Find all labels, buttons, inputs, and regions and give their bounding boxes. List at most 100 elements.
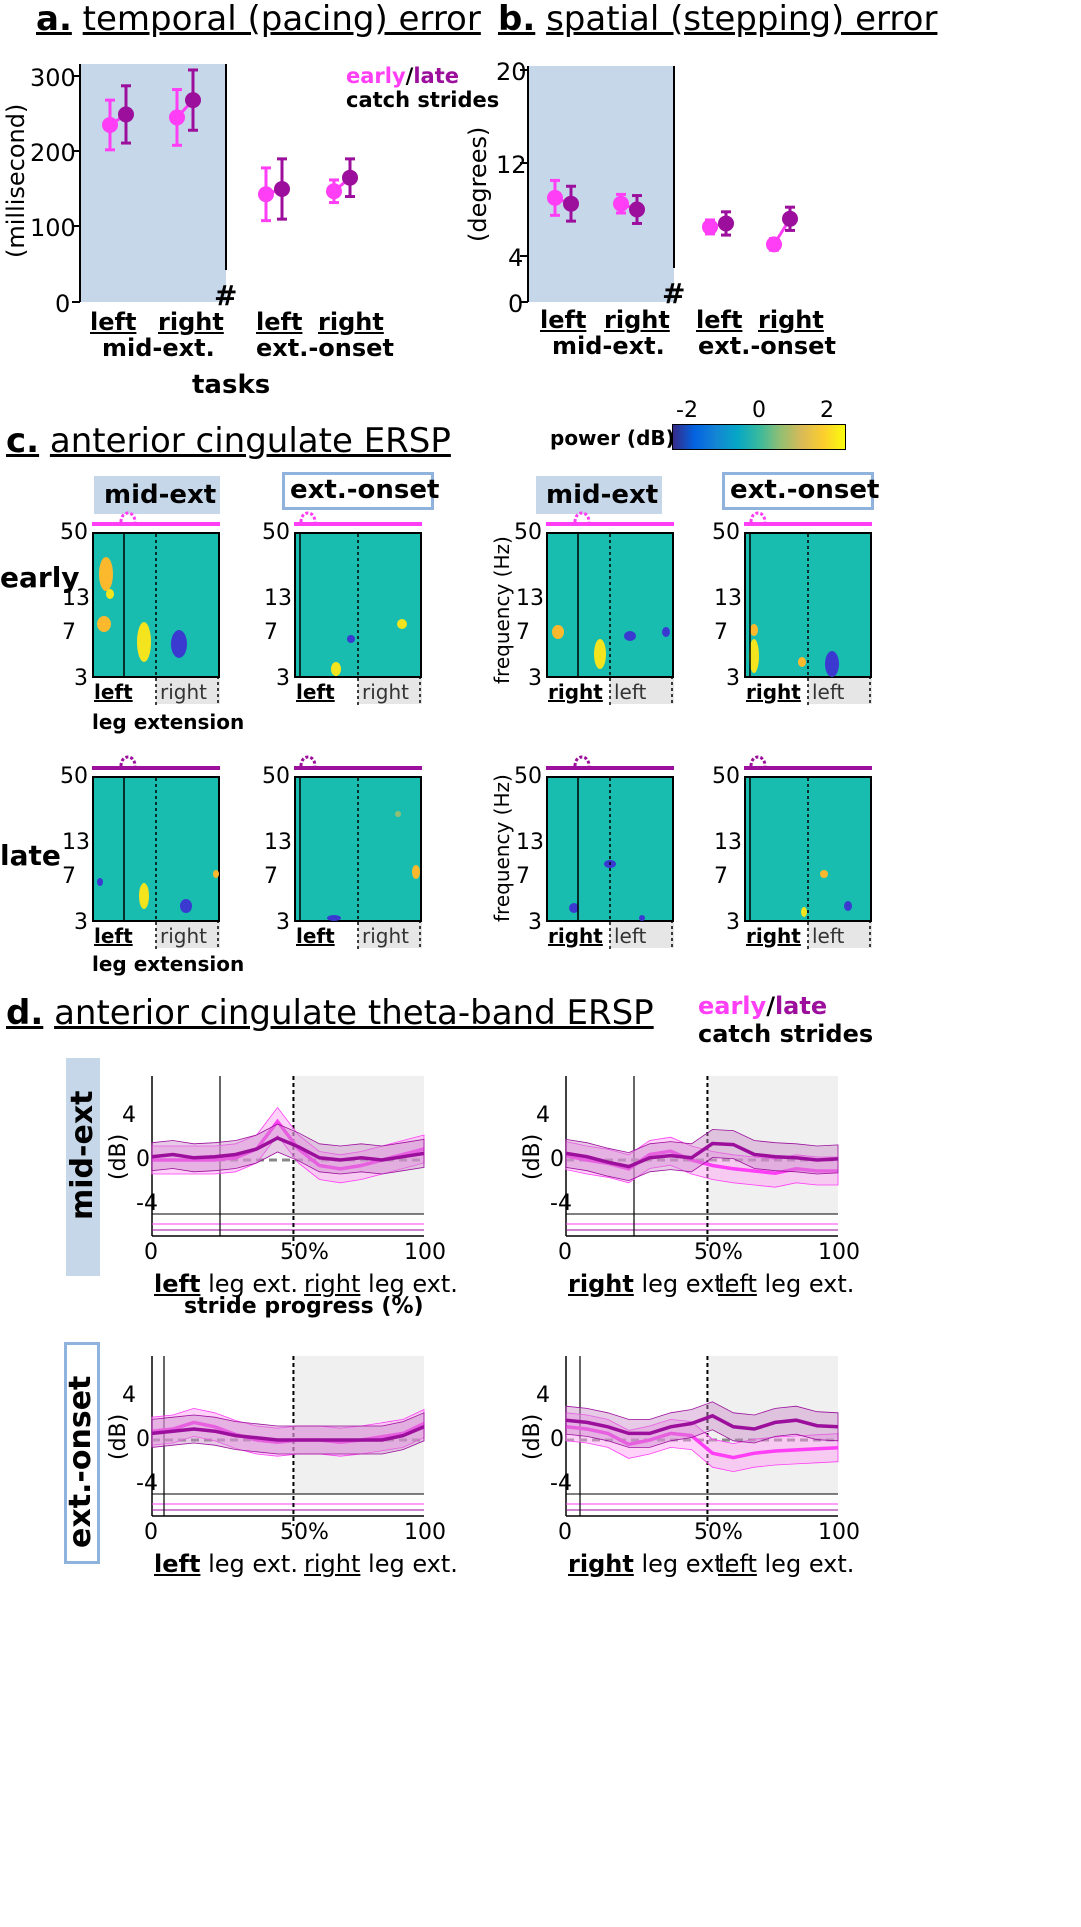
ersp-blob — [412, 865, 420, 879]
c-freq-tick: 13 — [516, 830, 544, 855]
ersp-blob — [749, 639, 759, 673]
c-greybar — [808, 678, 872, 704]
b-group-onset: ext.-onset — [698, 332, 836, 360]
panel-d-title: d. anterior cingulate theta-band ERSP — [6, 993, 654, 1033]
c-freq-tick: 13 — [714, 586, 742, 611]
c-leg-extension-2: leg extension — [92, 952, 245, 976]
d-xcat-label-2: right leg ext. — [304, 1272, 458, 1296]
d-confidence-band-late — [151, 1123, 425, 1175]
a-group-onset: ext.-onset — [256, 334, 394, 362]
c-loop-marker — [573, 511, 591, 523]
colorbar-tick-2: 2 — [820, 398, 834, 423]
panel-b-title: b. spatial (stepping) error — [498, 0, 938, 39]
d-confidence-band-late — [565, 1129, 839, 1182]
ersp-blob — [569, 903, 579, 913]
c-xlabel-primary: left — [94, 924, 133, 948]
data-point-late — [782, 210, 798, 227]
ersp-blob — [106, 589, 114, 599]
c-header-mid-1-label: mid-ext — [104, 480, 217, 510]
c-heatmap-early-onset-left — [294, 532, 422, 706]
data-point-early — [326, 183, 342, 200]
d-xcat-label-2: left leg ext. — [718, 1552, 854, 1576]
d-xcat-label: left leg ext. — [154, 1272, 298, 1296]
c-xlabel-primary: left — [296, 680, 335, 704]
c-xlabel-secondary: right — [160, 680, 207, 704]
ersp-blob — [395, 811, 401, 817]
c-heatmap-late-mid-right — [546, 776, 674, 950]
c-xlabel-secondary: right — [362, 924, 409, 948]
c-heatmap-early-mid-right — [546, 532, 674, 706]
panel-c-title: c. anterior cingulate ERSP — [6, 421, 451, 461]
d-ytick: 0 — [550, 1147, 564, 1172]
c-xlabel-primary: left — [296, 924, 335, 948]
d-xcat-secondary: left — [718, 1550, 757, 1578]
d-xtick-0: 0 — [558, 1520, 572, 1545]
ersp-blob — [750, 624, 758, 636]
data-point-early — [102, 116, 118, 133]
d-xlabel: stride progress (%) — [184, 1294, 424, 1319]
d-xtick-100: 100 — [818, 1520, 860, 1545]
ersp-blob — [347, 635, 355, 643]
c-condition-line — [294, 766, 422, 770]
d-xcat-primary: right — [568, 1550, 634, 1578]
data-point-early — [766, 236, 782, 253]
d-ylabel: (dB) — [106, 1413, 131, 1460]
c-freq-tick: 3 — [528, 910, 542, 935]
d-xtick-50: 50% — [280, 1240, 329, 1265]
data-point-late — [342, 169, 358, 186]
data-point-late — [118, 106, 134, 123]
colorbar — [672, 424, 846, 450]
ersp-blob — [624, 631, 636, 641]
colorbar-tick-0: 0 — [752, 398, 766, 423]
d-row-mid-box — [66, 1058, 100, 1276]
c-freq-tick: 3 — [74, 910, 88, 935]
c-xlabel-secondary: left — [812, 924, 845, 948]
d-xtick-100: 100 — [404, 1520, 446, 1545]
d-xcat-legext: leg ext. — [641, 1550, 732, 1578]
a-ytick-100: 100 — [30, 214, 76, 242]
c-leg-extension-1: leg extension — [92, 710, 245, 734]
ersp-blob — [825, 651, 839, 677]
c-freq-tick: 50 — [712, 520, 740, 545]
d-shade-second-half — [293, 1356, 424, 1494]
c-header-mid-1 — [94, 476, 220, 514]
data-point-late — [563, 195, 579, 212]
d-ytick: 0 — [550, 1427, 564, 1452]
ersp-blob — [213, 870, 219, 878]
c-header-mid-2-label: mid-ext — [546, 480, 659, 510]
d-mean-line-late — [151, 1425, 425, 1442]
c-heatmap-late-mid-left — [92, 776, 220, 950]
c-header-mid-2 — [536, 476, 662, 514]
c-loop-marker — [299, 511, 317, 523]
ersp-blob — [327, 915, 341, 921]
colorbar-tick-neg2: -2 — [676, 398, 698, 423]
c-condition-line — [294, 522, 422, 526]
a-ytick-200: 200 — [30, 139, 76, 167]
d-ytick: 4 — [536, 1103, 550, 1128]
c-freq-tick: 50 — [712, 764, 740, 789]
c-greybar — [358, 922, 422, 948]
c-condition-line — [92, 766, 220, 770]
a-xcat-right2: right — [318, 308, 384, 336]
ersp-blob — [139, 883, 149, 909]
a-xcat-right1: right — [158, 308, 224, 336]
c-condition-line — [546, 766, 674, 770]
d-xcat-label: right leg ext. — [568, 1552, 731, 1576]
ersp-blob — [97, 616, 111, 632]
c-freq-tick: 50 — [262, 764, 290, 789]
d-xtick-0: 0 — [144, 1520, 158, 1545]
d-xtick-100: 100 — [818, 1240, 860, 1265]
b-ytick-20: 20 — [496, 58, 527, 86]
data-point-early — [547, 189, 563, 206]
c-heatmap-late-onset-right — [744, 776, 872, 950]
c-condition-line — [744, 522, 872, 526]
data-point-early — [702, 218, 718, 235]
c-heatmap-blobs — [552, 534, 673, 706]
panel-a-shade — [80, 64, 226, 302]
d-row-onset-box — [64, 1342, 100, 1564]
ersp-blob — [801, 907, 807, 917]
d-xcat-legext-2: leg ext. — [764, 1550, 855, 1578]
c-heatmap-late-onset-left — [294, 776, 422, 950]
c-xlabel-primary: right — [746, 924, 801, 948]
d-theta-plot-onset-left — [151, 1356, 425, 1526]
